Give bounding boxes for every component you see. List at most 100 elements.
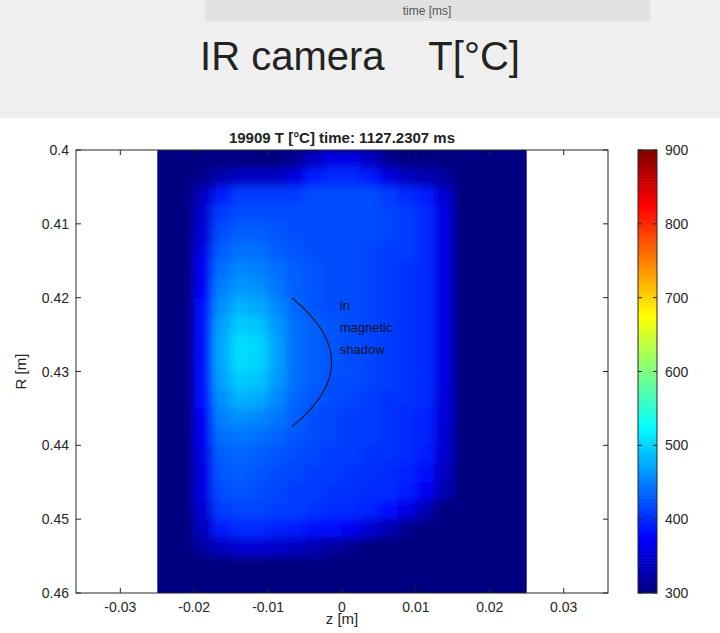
heat-cell xyxy=(397,556,416,575)
heat-cell xyxy=(508,224,527,243)
heat-cell xyxy=(249,371,268,390)
heat-cell xyxy=(342,224,361,243)
heat-cell xyxy=(489,427,508,446)
heat-cell xyxy=(453,150,472,169)
heat-cell xyxy=(434,408,453,427)
heat-cell xyxy=(508,242,527,261)
heat-cell xyxy=(212,556,231,575)
heat-cell xyxy=(268,224,287,243)
heat-cell xyxy=(508,390,527,409)
heat-cell xyxy=(471,445,490,464)
heat-cell xyxy=(305,224,324,243)
x-axis-title: z [m] xyxy=(326,610,359,627)
heat-cell xyxy=(323,537,342,556)
y-tick xyxy=(76,593,81,594)
heat-cell xyxy=(416,205,435,224)
heat-cell xyxy=(453,482,472,501)
heat-cell xyxy=(249,427,268,446)
y-tick xyxy=(76,519,81,520)
heat-cell xyxy=(397,500,416,519)
heat-cell xyxy=(175,537,194,556)
y-tick-right xyxy=(603,297,608,298)
heat-cell xyxy=(489,537,508,556)
heat-cell xyxy=(508,371,527,390)
heat-cell xyxy=(416,390,435,409)
heat-cell xyxy=(360,224,379,243)
heat-cell xyxy=(175,500,194,519)
heat-cell xyxy=(305,353,324,372)
heat-cell xyxy=(453,242,472,261)
colorbar-tick-right xyxy=(653,223,657,224)
heat-cell xyxy=(323,279,342,298)
heat-cell xyxy=(453,445,472,464)
heat-cell xyxy=(194,187,213,206)
heat-cell xyxy=(268,279,287,298)
heat-cell xyxy=(453,390,472,409)
heat-cell xyxy=(286,445,305,464)
heat-cell xyxy=(286,482,305,501)
heat-cell xyxy=(397,482,416,501)
heat-cell xyxy=(194,408,213,427)
heat-cell xyxy=(342,371,361,390)
colorbar-frame xyxy=(638,150,657,593)
colorbar-tick xyxy=(638,297,642,298)
heat-cell xyxy=(249,260,268,279)
heat-cell xyxy=(471,205,490,224)
y-tick-right xyxy=(603,519,608,520)
heat-cell xyxy=(305,205,324,224)
heat-cell xyxy=(175,187,194,206)
heat-cell xyxy=(305,500,324,519)
heat-cell xyxy=(489,260,508,279)
heat-cell xyxy=(453,556,472,575)
heat-cell xyxy=(471,556,490,575)
x-tick xyxy=(268,588,269,593)
heat-cell xyxy=(471,242,490,261)
heat-cell xyxy=(489,463,508,482)
heat-cell xyxy=(194,297,213,316)
heat-cell xyxy=(471,353,490,372)
heat-cell xyxy=(508,205,527,224)
heat-cell xyxy=(323,500,342,519)
heat-cell xyxy=(194,205,213,224)
heat-cell xyxy=(157,242,176,261)
heat-cell xyxy=(342,390,361,409)
heat-cell xyxy=(231,334,250,353)
colorbar-tick-label: 800 xyxy=(665,216,689,232)
heat-cell xyxy=(212,390,231,409)
annotation-line: magnetic xyxy=(340,320,393,335)
heat-cell xyxy=(323,242,342,261)
heat-cell xyxy=(268,537,287,556)
heat-cell xyxy=(268,353,287,372)
heat-cell xyxy=(231,574,250,593)
heat-cell xyxy=(249,205,268,224)
heat-cell xyxy=(157,168,176,187)
x-tick-label: -0.02 xyxy=(178,599,210,615)
heat-cell xyxy=(360,260,379,279)
plot-frame xyxy=(76,150,608,593)
heat-cell xyxy=(489,205,508,224)
heat-cell xyxy=(305,537,324,556)
heat-cell xyxy=(212,187,231,206)
heat-cell xyxy=(194,242,213,261)
heat-cell xyxy=(471,371,490,390)
heat-cell xyxy=(157,390,176,409)
heat-cell xyxy=(194,279,213,298)
heat-cell xyxy=(360,519,379,538)
y-tick xyxy=(76,371,81,372)
x-tick xyxy=(120,588,121,593)
colorbar-tick xyxy=(638,150,642,151)
heat-cell xyxy=(175,260,194,279)
heat-cell xyxy=(286,334,305,353)
heat-cell xyxy=(508,168,527,187)
heat-cell xyxy=(342,463,361,482)
heat-cell xyxy=(508,519,527,538)
heat-cell xyxy=(360,556,379,575)
plot-title: 19909 T [°C] time: 1127.2307 ms xyxy=(229,129,455,146)
heat-cell xyxy=(175,334,194,353)
heat-cell xyxy=(212,371,231,390)
heat-cell xyxy=(157,445,176,464)
heat-cell xyxy=(194,445,213,464)
x-tick-label: -0.01 xyxy=(252,599,284,615)
colorbar-tick xyxy=(638,519,642,520)
heat-cell xyxy=(249,574,268,593)
